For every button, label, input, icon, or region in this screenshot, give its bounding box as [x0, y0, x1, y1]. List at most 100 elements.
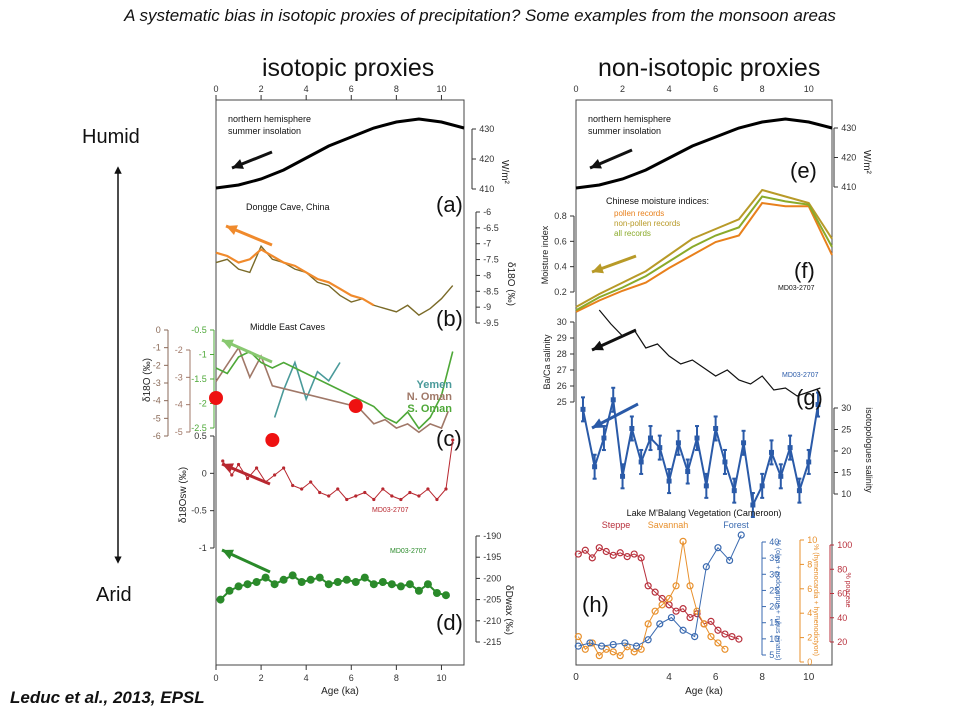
panel-d-letter: (d)	[436, 610, 463, 635]
isosal-series-point	[806, 459, 812, 465]
sw-series-point	[381, 487, 385, 491]
isosal-y-tick-label: 20	[841, 446, 851, 456]
sw-series-point	[273, 473, 277, 477]
isosal-arrow-head	[592, 418, 604, 428]
middle-east-arrow-head	[222, 339, 234, 350]
isosal-series-point	[750, 502, 756, 508]
steppe-y-tick-label: 40	[837, 613, 847, 623]
deltaD-series-point	[252, 578, 261, 586]
moisture-legend-0: pollen records	[614, 209, 664, 218]
middle-east-legend-1: N. Oman	[407, 391, 453, 403]
insolation-right-unit: W/m²	[861, 150, 872, 175]
bacasal-y-tick-label: 30	[557, 317, 567, 327]
bacasal-arrow-head	[592, 340, 604, 351]
vegetation-legend-2: Forest	[723, 520, 749, 530]
s-oman-y-tick-label: -0.5	[191, 325, 207, 335]
panel-f-letter: (f)	[794, 258, 815, 283]
moisture-series-0-line	[575, 201, 833, 313]
deltaD-series-point	[333, 578, 342, 586]
isosal-series-point	[675, 440, 681, 446]
isosal-series-point	[629, 425, 635, 431]
vegetation-series-0-point	[623, 552, 631, 561]
bacasal-y-tick-label: 26	[557, 381, 567, 391]
sw-series-point	[408, 490, 412, 495]
savannah-y-tick-label: 8	[807, 559, 812, 569]
right-top-tick-label: 0	[573, 84, 578, 94]
moisture-arrow-head	[592, 263, 604, 274]
left-bottom-tick-label: 10	[436, 673, 446, 683]
vegetation-series-1-point	[686, 582, 694, 590]
moisture-y-tick-label: 0.8	[554, 211, 567, 221]
panel-g-letter: (g)	[796, 385, 823, 410]
vegetation-series-1-point	[651, 607, 659, 615]
savannah-y-label: % (hymenocardia + hymenodictyon)	[812, 544, 819, 656]
vegetation-series-0-point	[728, 632, 736, 641]
yemen-y-tick-label: -3	[153, 378, 161, 388]
moisture-y-label: Moisture index	[540, 225, 550, 284]
s-oman-y-tick-label: -1	[199, 350, 207, 360]
deltaD-arrow-head	[222, 549, 234, 560]
vegetation-series-2-point	[702, 563, 710, 571]
moisture-y-tick-label: 0.6	[554, 236, 567, 246]
isosal-series-point	[787, 445, 793, 451]
vegetation-series-1-point	[721, 645, 729, 653]
deltaD-series-point	[432, 589, 441, 597]
vegetation-series-1-point	[581, 645, 589, 653]
isotopic-proxies-heading: isotopic proxies	[262, 54, 435, 82]
dongge-y-tick-label: -8	[483, 270, 491, 280]
vegetation-series-0-point	[644, 582, 652, 590]
steppe-y-tick-label: 80	[837, 564, 847, 574]
sw-series-point	[327, 494, 331, 498]
deltaD-series-point	[225, 586, 234, 595]
sw-y-tick-label: -1	[199, 543, 207, 553]
vegetation-series-2-point	[737, 531, 745, 539]
deltaD-series-point	[378, 578, 387, 586]
bacasal-y-tick-label: 29	[557, 333, 567, 343]
isosal-series-point	[815, 402, 821, 408]
vegetation-series-2-point	[574, 642, 582, 650]
forest-y-tick-label: 35	[769, 553, 779, 563]
vegetation-series-0-point	[602, 547, 610, 556]
deltaD-series-point	[261, 573, 270, 582]
insolation-arrow-head	[232, 159, 244, 169]
forest-y-label: % (olea + podocarpus + rubus pinatus)	[774, 540, 781, 661]
deltaD-series-point	[297, 578, 306, 586]
n-oman-y-tick-label: -4	[175, 400, 183, 410]
deltaD-y-tick-label: -215	[483, 637, 501, 647]
vegetation-series-1-point	[595, 652, 603, 660]
vegetation-series-2-point	[586, 639, 594, 647]
isosal-series-point	[601, 435, 607, 441]
sw-y-tick-label: -0.5	[191, 506, 207, 516]
yemen-y-tick-label: -2	[153, 360, 161, 370]
savannah-y-tick-label: 10	[807, 535, 817, 545]
vegetation-series-1-point	[644, 620, 652, 628]
vegetation-series-1-point	[658, 601, 666, 609]
sw-series-point	[363, 490, 367, 495]
insolation-y-tick-label: 410	[479, 184, 494, 194]
deltaD-series-point	[396, 582, 405, 591]
deltaD-series-point	[414, 586, 423, 595]
deltaD-y-tick-label: -190	[483, 531, 501, 541]
vegetation-series-0-point	[581, 546, 589, 554]
sw-series-label: MD03-2707	[372, 507, 409, 514]
right-frame	[575, 99, 833, 666]
insolation-right-arrow-head	[590, 158, 602, 169]
vegetation-series-0-point	[574, 550, 582, 558]
insolation-right-y-tick-label: 410	[841, 182, 856, 192]
vegetation-series-2-point	[644, 636, 652, 644]
n-oman-y-tick-label: -2	[175, 345, 183, 355]
deltaD-series-point	[369, 580, 378, 589]
moisture-series-2-line	[575, 195, 833, 312]
sw-series-point	[426, 487, 430, 491]
isosal-series-point	[741, 440, 747, 446]
isosal-series-point	[759, 483, 765, 489]
forest-y-tick-label: 15	[769, 618, 779, 628]
sw-series-point	[399, 497, 403, 502]
yemen-y-tick-label: -1	[153, 343, 161, 353]
bacasal-series-label: MD03-2707	[778, 285, 815, 292]
vegetation-title: Lake M'Balang Vegetation (Cameroon)	[627, 508, 782, 518]
red-dot	[265, 433, 280, 447]
sw-series-point	[345, 497, 349, 502]
panel-e-letter: (e)	[790, 158, 817, 183]
vegetation-series-1-point	[672, 582, 680, 590]
